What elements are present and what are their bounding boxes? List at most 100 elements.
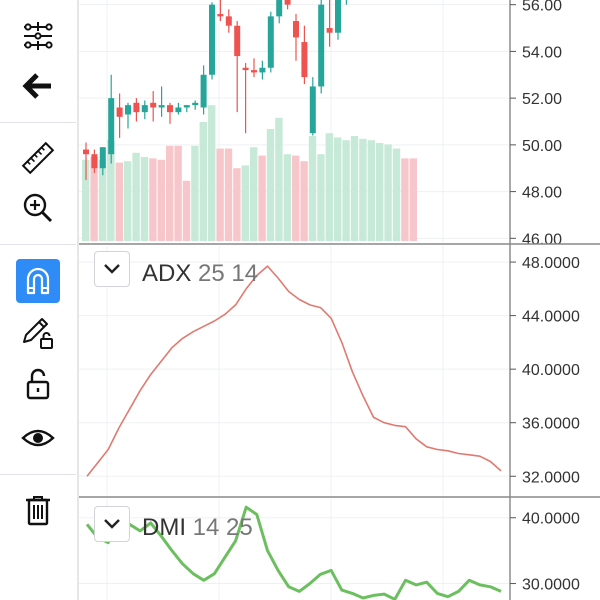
volume-bar xyxy=(166,145,174,241)
candle-body xyxy=(251,70,257,73)
dmi-legend-name: DMI xyxy=(142,514,186,541)
chart-area[interactable]: 56.00 54.00 52.00 50.00 48.00 46.00 48.0000 44.… xyxy=(79,0,600,600)
candle-body xyxy=(125,105,131,115)
volume-bar xyxy=(250,147,258,241)
volume-bar xyxy=(90,157,98,241)
candle-body xyxy=(259,67,266,73)
candle-body xyxy=(167,105,173,113)
sliders-icon xyxy=(24,22,53,50)
price-axis-label: 52.00 xyxy=(522,91,562,108)
volume-bar xyxy=(258,155,266,241)
candle-body xyxy=(326,28,333,33)
candle-body xyxy=(83,149,89,155)
chevron-down-icon xyxy=(104,264,120,274)
price-axis-label: 50.00 xyxy=(522,138,562,155)
volume-bar xyxy=(409,158,417,241)
dmi-series-line xyxy=(85,505,502,600)
chevron-down-icon xyxy=(104,519,120,529)
volume-bar xyxy=(266,129,275,241)
volume-bar xyxy=(275,117,283,241)
volume-bar xyxy=(283,154,291,241)
lock-tool[interactable] xyxy=(16,362,60,406)
volume-bar xyxy=(384,144,392,241)
dmi-axis-label: 30.0000 xyxy=(522,577,580,594)
volume-bar xyxy=(376,143,384,241)
volume-bar xyxy=(98,159,107,241)
candle-body xyxy=(192,102,199,106)
price-axis-label: 56.00 xyxy=(522,0,562,15)
candle-body xyxy=(242,67,249,71)
candle-body xyxy=(284,0,291,5)
volume-bar xyxy=(115,162,123,241)
volume-bar xyxy=(308,136,317,241)
adx-legend: ADX 25 14 xyxy=(142,260,258,288)
volume-bar xyxy=(182,180,191,241)
price-axes: 56.00 54.00 52.00 50.00 48.00 46.00 48.0000 44.… xyxy=(79,0,600,600)
volume-bar xyxy=(359,138,367,241)
zoom-in-icon xyxy=(23,193,53,223)
volume-bar xyxy=(334,137,342,241)
volume-bar xyxy=(107,140,115,241)
candle-body xyxy=(175,107,182,113)
adx-axis-label: 32.0000 xyxy=(522,469,580,486)
volume-bar xyxy=(132,152,140,241)
volume-bar xyxy=(367,140,375,241)
volume-bar xyxy=(82,159,90,241)
volume-bar xyxy=(174,145,182,241)
chart-canvas[interactable]: 56.00 54.00 52.00 50.00 48.00 46.00 48.0000 44.… xyxy=(79,0,600,600)
volume-bar xyxy=(342,140,350,241)
volume-bar xyxy=(317,154,325,241)
volume-bar xyxy=(224,148,233,241)
adx-collapse-button[interactable] xyxy=(94,251,130,287)
volume-bar xyxy=(157,159,165,241)
candle-body xyxy=(150,102,157,108)
volume-bar xyxy=(191,145,199,241)
dmi-legend: DMI 14 25 xyxy=(142,514,253,542)
adx-axis-label: 40.0000 xyxy=(522,362,580,379)
candle-body xyxy=(225,16,232,26)
visibility-tool[interactable] xyxy=(16,416,60,460)
arrow-left-icon xyxy=(22,73,51,99)
adx-axis-label: 36.0000 xyxy=(522,416,580,433)
delete-tool[interactable] xyxy=(16,488,60,532)
adx-axis-label: 44.0000 xyxy=(522,309,580,326)
candle-body xyxy=(335,0,341,33)
pencil-lock-icon xyxy=(23,318,53,349)
candle-body xyxy=(267,16,274,68)
zoom-tool[interactable] xyxy=(16,186,60,230)
trash-icon xyxy=(26,496,50,526)
price-axis-label: 48.00 xyxy=(522,185,562,202)
back-tool[interactable] xyxy=(16,64,60,108)
indicators-tool[interactable] xyxy=(16,14,60,58)
adx-legend-params: 25 14 xyxy=(198,260,259,287)
volume-bar xyxy=(325,133,333,241)
volume-bar xyxy=(401,158,409,241)
candle-body xyxy=(108,98,115,155)
eye-icon xyxy=(21,429,55,447)
adx-axis-label: 48.0000 xyxy=(522,255,580,272)
ruler-icon xyxy=(21,141,55,175)
volume-bar xyxy=(149,158,157,241)
lock-drawings-tool[interactable] xyxy=(16,310,60,354)
price-axis-label: 46.00 xyxy=(522,231,562,248)
toolbar-divider-line xyxy=(77,0,79,600)
toolbar-divider xyxy=(0,122,76,123)
adx-line xyxy=(86,265,502,477)
toolbar-divider xyxy=(0,474,76,475)
dmi-collapse-button[interactable] xyxy=(94,506,130,542)
adx-legend-name: ADX xyxy=(142,260,192,287)
volume-bar xyxy=(124,161,132,241)
chart-grid xyxy=(79,0,509,600)
magnet-icon xyxy=(26,267,50,295)
candle-body xyxy=(200,74,207,108)
candle-body xyxy=(234,25,241,57)
magnet-tool[interactable] xyxy=(16,259,60,303)
volume-bars xyxy=(82,105,417,241)
candle-body xyxy=(183,105,190,108)
measure-tool[interactable] xyxy=(16,136,60,180)
unlock-icon xyxy=(26,368,50,400)
candle-body xyxy=(301,42,308,78)
dmi-line xyxy=(85,505,502,600)
volume-bar xyxy=(199,122,207,241)
volume-bar xyxy=(392,148,401,241)
